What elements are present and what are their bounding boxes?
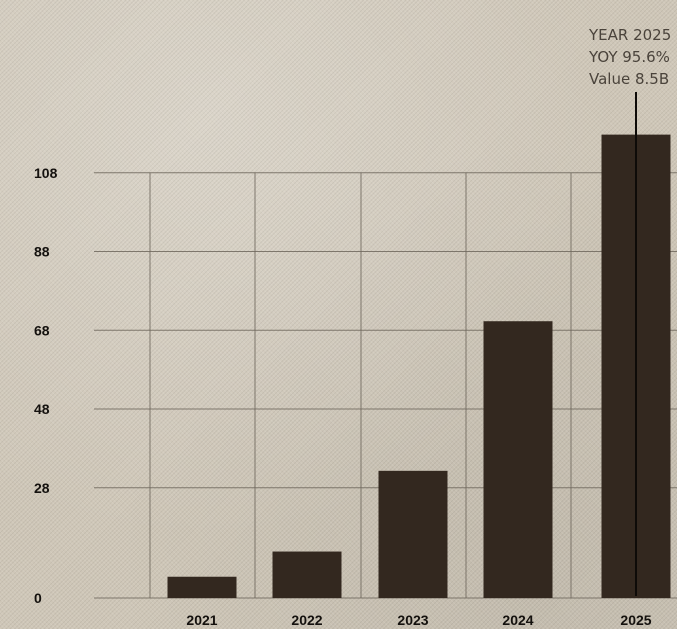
x-tick-label: 2021 — [186, 612, 217, 628]
y-tick-label: 88 — [34, 244, 50, 260]
tooltip-line: YOY 95.6% — [588, 48, 670, 66]
bar-2021[interactable] — [167, 576, 237, 598]
y-tick-label: 28 — [34, 480, 50, 496]
y-tick-label: 0 — [34, 590, 42, 606]
tooltip-line: YEAR 2025 — [588, 26, 671, 44]
x-tick-label: 2024 — [502, 612, 533, 628]
tooltip: YEAR 2025 YOY 95.6% Value 8.5B — [588, 26, 671, 596]
x-tick-label: 2025 — [620, 612, 651, 628]
bar-2022[interactable] — [272, 551, 342, 598]
bar-2023[interactable] — [378, 470, 448, 598]
x-tick-label: 2023 — [397, 612, 428, 628]
chart-grid — [94, 172, 677, 599]
x-tick-label: 2022 — [291, 612, 322, 628]
y-tick-label: 48 — [34, 401, 50, 417]
y-tick-label: 68 — [34, 322, 50, 338]
tooltip-line: Value 8.5B — [589, 70, 669, 88]
bar-2024[interactable] — [483, 321, 553, 598]
y-tick-label: 108 — [34, 165, 58, 181]
chart-bars — [167, 134, 671, 598]
y-axis-tick-labels: 0 28 48 68 88 108 — [34, 165, 58, 606]
x-axis-tick-labels: 2021 2022 2023 2024 2025 — [186, 612, 651, 628]
